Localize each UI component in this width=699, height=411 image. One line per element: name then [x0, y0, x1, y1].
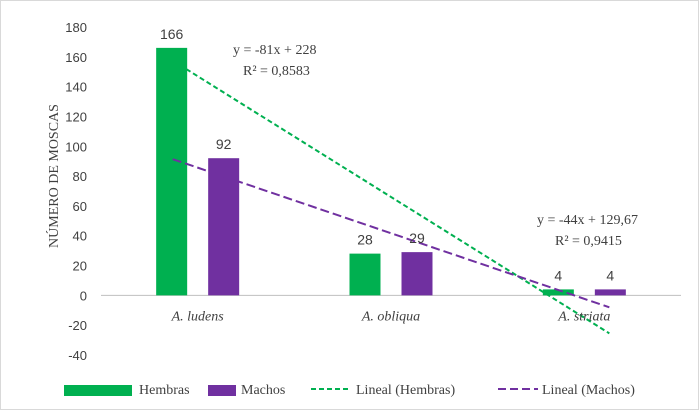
legend-swatch-machos [208, 385, 236, 396]
y-tick-label: 0 [80, 288, 87, 303]
y-tick-label: 140 [65, 80, 87, 95]
x-category-label: A. ludens [171, 309, 225, 324]
y-tick-label: 120 [65, 109, 87, 124]
bar-machos [401, 252, 433, 296]
x-category-label: A. obliqua [361, 309, 420, 324]
legend-label-machos: Machos [241, 383, 285, 398]
trendline-r2-hembras: R² = 0,8583 [243, 64, 310, 79]
trendline-r2-machos: R² = 0,9415 [555, 234, 622, 249]
trendlines-layer [172, 59, 610, 335]
y-tick-label: 100 [65, 139, 87, 154]
bar-hembras [156, 47, 188, 296]
bar-hembras [349, 253, 381, 296]
bar-hembras [542, 289, 574, 296]
bar-machos [208, 158, 240, 296]
trendline-equation-hembras: y = -81x + 228 [233, 43, 316, 58]
x-category-label: A. striata [557, 309, 610, 324]
axes-layer: -40 -20 0 20 40 60 80 100 120 140 160 180 [65, 20, 681, 363]
trendline-hembras [172, 59, 610, 335]
data-label-machos: 29 [409, 230, 425, 246]
labels-layer: 166 28 4 92 29 4 A. ludens A. obliqua A. striata [160, 26, 614, 324]
y-tick-label: 80 [73, 169, 87, 184]
data-label-hembras: 4 [554, 267, 562, 283]
bars-layer [156, 47, 626, 296]
data-label-machos: 92 [216, 136, 232, 152]
legend-swatch-hembras [64, 385, 132, 396]
legend-label-lineal-machos: Lineal (Machos) [542, 383, 635, 398]
y-tick-label: 20 [73, 259, 87, 274]
trendline-machos [172, 158, 610, 309]
data-label-hembras: 166 [160, 26, 184, 42]
data-label-hembras: 28 [357, 232, 373, 248]
bar-machos [594, 289, 626, 296]
y-tick-label: 60 [73, 199, 87, 214]
y-tick-label: 180 [65, 20, 87, 35]
trendline-equation-machos: y = -44x + 129,67 [537, 213, 638, 228]
data-label-machos: 4 [606, 267, 614, 283]
y-axis-title: NÚMERO DE MOSCAS [45, 104, 62, 248]
legend-label-lineal-hembras: Lineal (Hembras) [356, 383, 455, 398]
y-tick-label: 40 [73, 229, 87, 244]
y-tick-label: 160 [65, 50, 87, 65]
legend: Hembras Machos Lineal (Hembras) Lineal (… [64, 383, 635, 398]
y-tick-label: -40 [68, 348, 87, 363]
y-tick-label: -20 [68, 318, 87, 333]
legend-label-hembras: Hembras [139, 383, 190, 398]
